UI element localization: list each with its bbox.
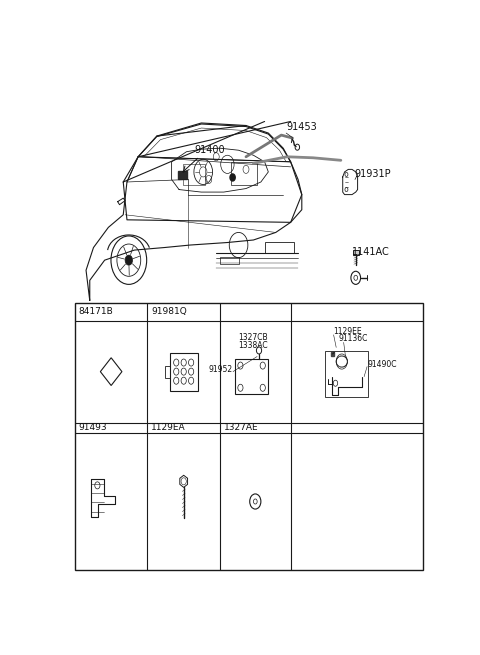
Bar [170,352,198,390]
Text: 91453: 91453 [286,122,317,132]
Text: 91931P: 91931P [354,170,391,179]
Text: 1327AE: 1327AE [224,423,258,432]
Circle shape [230,174,235,181]
Text: 1338AC: 1338AC [239,341,268,350]
Text: 91490C: 91490C [368,360,397,369]
Text: 91493: 91493 [79,423,107,432]
Bar [353,250,359,255]
Bar [231,162,257,185]
Text: 1129EA: 1129EA [151,423,186,432]
Polygon shape [331,352,334,356]
Text: 1327CB: 1327CB [239,333,268,342]
Text: 91136C: 91136C [338,334,368,343]
Text: 1129EE: 1129EE [334,327,362,336]
Bar [183,164,205,185]
Bar [325,352,368,397]
Text: 1141AC: 1141AC [352,247,390,257]
Bar [75,303,423,571]
Text: 91981Q: 91981Q [151,307,187,316]
Text: 84171B: 84171B [79,307,113,316]
Polygon shape [178,172,187,179]
Bar [165,365,170,378]
Bar [264,242,294,253]
Bar [220,257,239,264]
Text: 91952: 91952 [209,365,233,373]
Bar [235,359,268,394]
Circle shape [125,255,132,265]
Text: 91400: 91400 [194,145,225,155]
